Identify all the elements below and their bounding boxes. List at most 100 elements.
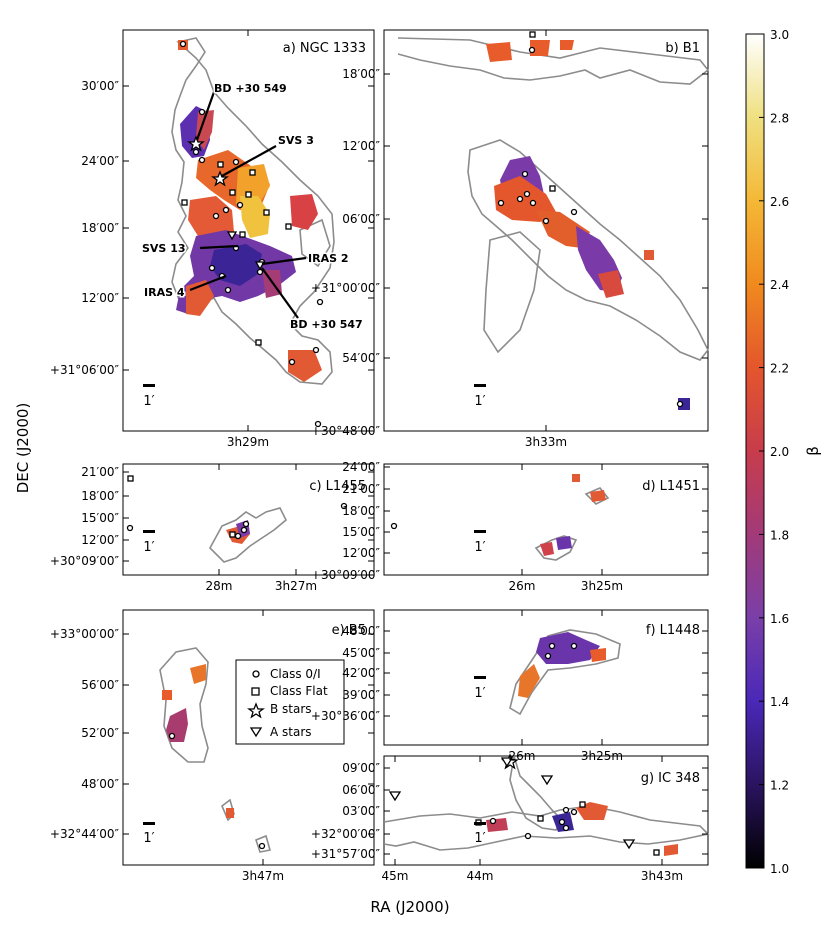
ytick-label: 15′00″ <box>81 511 119 525</box>
contour-f <box>509 629 621 716</box>
ytick-label: 18′00″ <box>342 67 380 81</box>
marker-bstar <box>187 135 205 152</box>
ytick-label: +32°00′00″ <box>311 827 381 841</box>
ytick-label: 24′00″ <box>342 460 380 474</box>
patch-a-se <box>288 350 322 382</box>
marker-class0 <box>544 652 552 660</box>
marker-class0 <box>570 642 578 650</box>
ytick-label: +33°00′00″ <box>50 627 120 641</box>
marker-class0 <box>676 400 684 408</box>
xtick-label: 45m <box>382 869 409 883</box>
ytick-label: 52′00″ <box>81 726 119 740</box>
marker-flat <box>255 339 262 346</box>
marker-flat <box>245 191 252 198</box>
ytick-label: 06′00″ <box>342 783 380 797</box>
legend-triangle <box>249 727 263 738</box>
patch-e2 <box>190 664 206 684</box>
xtick-label: 3h25m <box>581 749 623 763</box>
legend-label: Class Flat <box>270 684 328 698</box>
marker-flat <box>537 815 544 822</box>
marker-class0 <box>198 156 206 164</box>
colorbar-tick-label: 2.0 <box>770 445 789 459</box>
ytick-label: 12′00″ <box>81 291 119 305</box>
xtick-label: 3h27m <box>275 579 317 593</box>
patch-f1 <box>536 632 600 664</box>
ytick-label: 12′00″ <box>81 533 119 547</box>
marker-class0 <box>521 170 529 178</box>
legend-label: Class 0/I <box>270 667 321 681</box>
contour-g <box>383 805 710 851</box>
marker-flat <box>263 209 270 216</box>
star-markers <box>187 135 636 850</box>
marker-class0 <box>497 199 505 207</box>
marker-class0 <box>562 806 570 814</box>
scale-bars <box>143 384 486 825</box>
panel-title-g: g) IC 348 <box>641 771 700 786</box>
panel-title-f: f) L1448 <box>646 623 700 638</box>
marker-astar <box>622 839 636 850</box>
patch-d3 <box>590 490 606 502</box>
patch-a-yellow <box>240 196 270 238</box>
marker-flat <box>653 849 660 856</box>
scale-bar-label: 1′ <box>474 831 485 846</box>
patch-b-top2 <box>530 40 550 56</box>
patch-d2 <box>556 536 572 550</box>
ytick-label: +31°06′00″ <box>50 363 120 377</box>
ytick-label: 18′00″ <box>81 489 119 503</box>
marker-class0 <box>236 201 244 209</box>
patch-d1 <box>540 542 554 556</box>
legend-circle <box>252 670 260 678</box>
ytick-label: 42′00″ <box>342 666 380 680</box>
patch-e3 <box>162 690 172 700</box>
marker-flat <box>285 223 292 230</box>
patch-d4 <box>572 474 580 482</box>
patch-b-top3 <box>560 40 574 50</box>
annotation-label: BD +30 549 <box>214 82 287 95</box>
xtick-label: 3h43m <box>641 869 683 883</box>
ytick-label: +30°09′00″ <box>50 554 120 568</box>
colorbar-tick-label: 3.0 <box>770 28 789 42</box>
contour-a2 <box>299 218 331 268</box>
patch-f3 <box>590 648 606 662</box>
marker-bstar <box>211 170 229 187</box>
colorbar-tick-label: 2.2 <box>770 362 789 376</box>
colorbar-tick-label: 1.2 <box>770 779 789 793</box>
xtick-label: 26m <box>509 749 536 763</box>
marker-class0 <box>179 40 187 48</box>
panel-title-c: c) L1455 <box>309 479 366 494</box>
marker-class0 <box>548 642 556 650</box>
x-axis-label: RA (J2000) <box>370 898 449 916</box>
scale-bar-label: 1′ <box>474 540 485 555</box>
ytick-label: +30°36′00″ <box>311 709 381 723</box>
marker-class0 <box>570 808 578 816</box>
marker-class0 <box>240 526 248 534</box>
marker-class0 <box>288 358 296 366</box>
xtick-label: 3h29m <box>227 435 269 449</box>
contour-e <box>159 647 209 763</box>
contour-b <box>397 37 710 85</box>
patch-g4 <box>664 844 678 856</box>
marker-class0 <box>542 217 550 225</box>
colorbar-tick-label: 1.4 <box>770 695 789 709</box>
marker-flat <box>181 199 188 206</box>
marker-class0 <box>558 818 566 826</box>
annotation-label: IRAS 4 <box>144 286 185 299</box>
marker-flat <box>549 185 556 192</box>
scale-bar-label: 1′ <box>143 394 154 409</box>
ytick-label: 12′00″ <box>342 139 380 153</box>
ytick-label: 18′00″ <box>81 221 119 235</box>
panel-frame-e <box>122 609 375 866</box>
ytick-label: 56′00″ <box>81 678 119 692</box>
annotation-label: SVS 3 <box>278 134 314 147</box>
patch-a-north2 <box>196 110 214 150</box>
contour-c <box>209 507 287 563</box>
scale-bar-label: 1′ <box>474 394 485 409</box>
patch-a-center2 <box>236 164 270 206</box>
patch-e4 <box>226 808 234 818</box>
yso-markers <box>126 31 684 856</box>
marker-class0 <box>212 212 220 220</box>
colorbar-label: β <box>804 446 822 456</box>
patch-a-e2 <box>262 270 282 298</box>
colorbar-tick-label: 1.8 <box>770 528 789 542</box>
marker-astar <box>500 757 514 768</box>
